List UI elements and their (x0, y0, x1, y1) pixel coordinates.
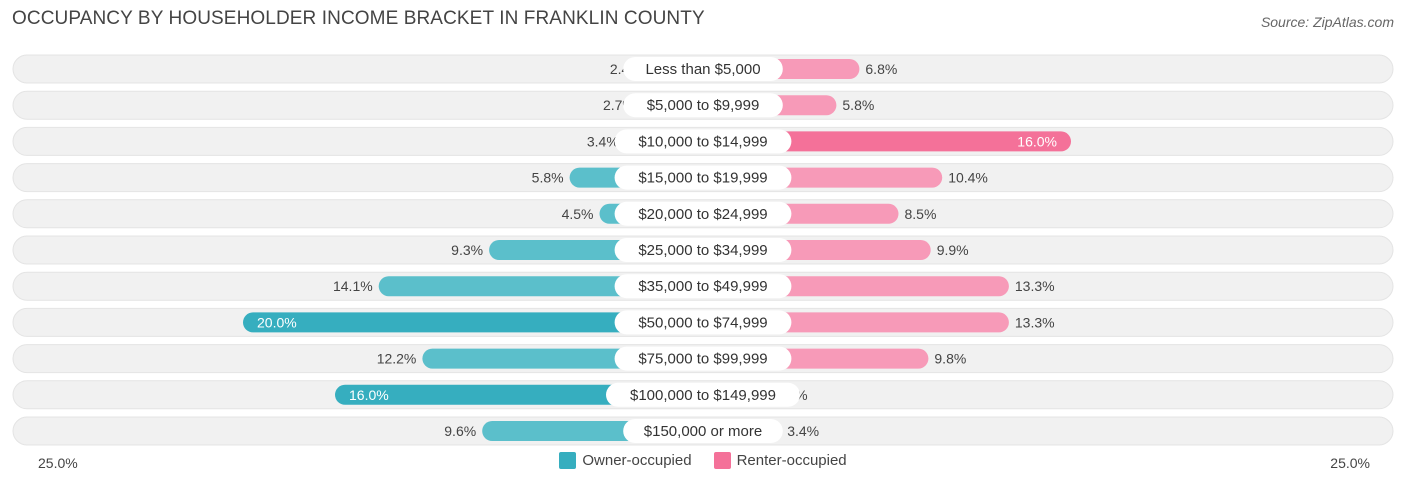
data-label-renter: 9.9% (937, 242, 969, 258)
chart-source: Source: ZipAtlas.com (1260, 14, 1394, 30)
legend-swatch-owner (559, 452, 577, 469)
category-label: $5,000 to $9,999 (647, 97, 760, 114)
bar-renter (703, 131, 1071, 152)
data-label-renter: 9.8% (934, 351, 966, 367)
category-pill (623, 57, 783, 81)
axis-right-label: 25.0% (1330, 455, 1370, 471)
category-pill (614, 310, 792, 335)
category-pill (614, 165, 792, 190)
category-pill (614, 201, 792, 226)
data-label-owner: 3.4% (587, 133, 619, 149)
legend-item-owner: Owner-occupied (559, 452, 692, 469)
category-pill (614, 129, 792, 154)
category-label: $50,000 to $74,999 (638, 314, 767, 331)
data-label-owner: 9.6% (444, 423, 476, 439)
chart-row: 14.1% 13.3% $35,000 to $49,999 (12, 271, 1394, 301)
category-pill (614, 274, 792, 299)
legend-label-owner: Owner-occupied (582, 452, 692, 469)
category-pill (623, 419, 783, 443)
category-label: $75,000 to $99,999 (638, 351, 767, 368)
category-pill (614, 346, 792, 371)
legend-item-renter: Renter-occupied (713, 452, 847, 469)
data-label-owner: 20.0% (257, 314, 297, 330)
data-label-renter: 8.5% (905, 206, 937, 222)
chart-row: 2.7% 5.8%$5,000 to $9,999 (12, 90, 1394, 120)
data-label-owner: 14.1% (333, 278, 373, 294)
chart-row: 9.6% 3.4% $150,000 or more (12, 416, 1394, 446)
data-label-owner: 5.8% (532, 170, 564, 186)
data-label-renter: 5.8% (842, 97, 874, 113)
data-label-owner: 12.2% (377, 351, 417, 367)
category-label: Less than $5,000 (645, 61, 760, 78)
data-label-owner: 4.5% (562, 206, 594, 222)
category-pill (606, 382, 800, 407)
category-label: $35,000 to $49,999 (638, 278, 767, 295)
data-label-owner: 9.3% (451, 242, 483, 258)
category-label: $150,000 or more (644, 423, 762, 440)
chart-row: 5.8% 10.4% $15,000 to $19,999 (12, 163, 1394, 193)
category-label: $100,000 to $149,999 (630, 387, 776, 404)
category-label: $25,000 to $34,999 (638, 242, 767, 259)
chart-row: 4.5% 8.5% $20,000 to $24,999 (12, 199, 1394, 229)
axis-left-label: 25.0% (38, 455, 78, 471)
data-label-renter: 13.3% (1015, 314, 1055, 330)
category-label: $20,000 to $24,999 (638, 206, 767, 223)
category-label: $10,000 to $14,999 (638, 133, 767, 150)
data-label-owner: 16.0% (349, 387, 389, 403)
legend: Owner-occupied Renter-occupied (0, 452, 1406, 469)
data-label-renter: 16.0% (1017, 133, 1057, 149)
chart-row: 16.0%2.9%$100,000 to $149,999 (12, 380, 1394, 410)
category-label: $15,000 to $19,999 (638, 170, 767, 187)
category-pill (614, 238, 792, 262)
data-label-renter: 13.3% (1015, 278, 1055, 294)
chart-row: 12.2% 9.8% $75,000 to $99,999 (12, 344, 1394, 374)
data-label-renter: 3.4% (787, 423, 819, 439)
chart-row: 3.4% 16.0% $10,000 to $14,999 (12, 126, 1394, 156)
chart-row: 2.4%6.8%Less than $5,000 (12, 54, 1394, 84)
data-label-renter: 6.8% (865, 61, 897, 77)
category-pill (623, 93, 783, 118)
legend-label-renter: Renter-occupied (736, 452, 847, 469)
bar-owner (243, 312, 703, 333)
legend-swatch-renter (713, 452, 731, 469)
chart-row: 20.0% 13.3% $50,000 to $74,999 (12, 307, 1394, 337)
chart-title: OCCUPANCY BY HOUSEHOLDER INCOME BRACKET … (12, 8, 705, 29)
data-label-renter: 10.4% (948, 170, 988, 186)
chart-row: 9.3% 9.9% $25,000 to $34,999 (12, 235, 1394, 265)
